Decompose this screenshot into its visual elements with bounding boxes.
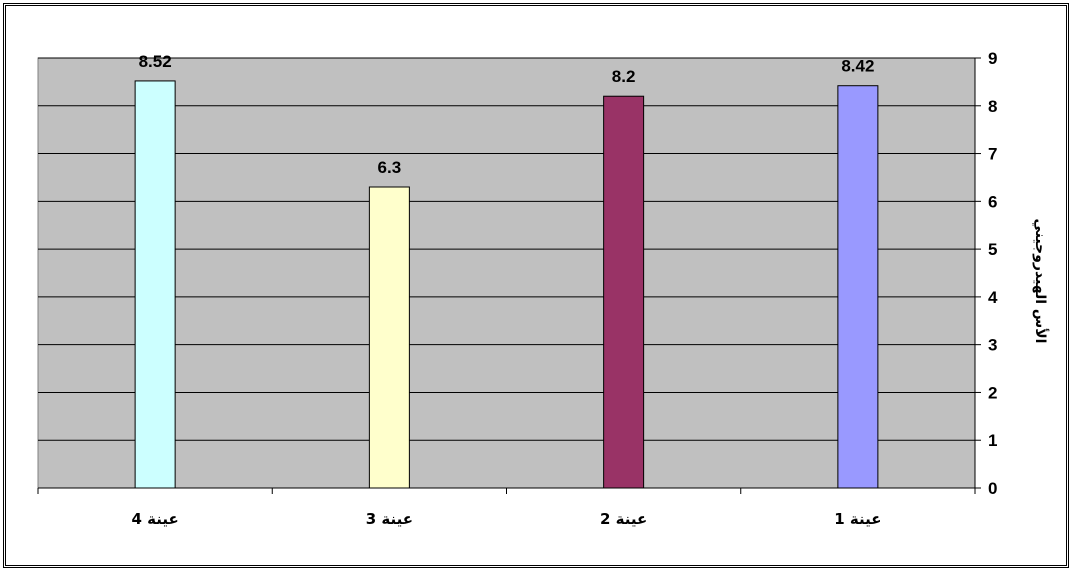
y-tick-label: 9 xyxy=(988,49,997,68)
x-category-label: عينة 3 xyxy=(366,510,413,528)
x-category-label: عينة 1 xyxy=(834,510,881,528)
plot-area xyxy=(37,57,976,489)
data-label: 8.2 xyxy=(612,67,636,86)
data-label: 8.52 xyxy=(139,52,172,71)
x-category-label: عينة 4 xyxy=(132,510,179,528)
data-label: 8.42 xyxy=(841,57,874,76)
bar xyxy=(134,80,176,489)
y-tick-label: 3 xyxy=(988,336,997,355)
bar xyxy=(603,95,645,489)
x-category-label: عينة 2 xyxy=(600,510,647,528)
chart-frame: 0 1 2 3 4 5 6 7 8 9 8.42 عينة 1 8.2 عينة 2 6.3 عينة 3 8.… xyxy=(3,3,1069,568)
data-label: 6.3 xyxy=(378,158,402,177)
y-tick-label: 2 xyxy=(988,383,997,402)
y-tick-label: 7 xyxy=(988,145,997,164)
bar xyxy=(368,186,410,489)
y-tick-label: 4 xyxy=(988,288,998,307)
y-axis-title: الأس الهيدروجيني xyxy=(1032,219,1049,344)
y-tick-label: 1 xyxy=(988,431,997,450)
y-tick-label: 5 xyxy=(988,240,997,259)
y-tick-label: 6 xyxy=(988,192,997,211)
bar-chart: 0 1 2 3 4 5 6 7 8 9 8.42 عينة 1 8.2 عينة 2 6.3 عينة 3 8.… xyxy=(37,49,1049,528)
y-tick-label: 0 xyxy=(988,479,997,498)
bar xyxy=(837,85,879,489)
y-tick-label: 8 xyxy=(988,97,997,116)
